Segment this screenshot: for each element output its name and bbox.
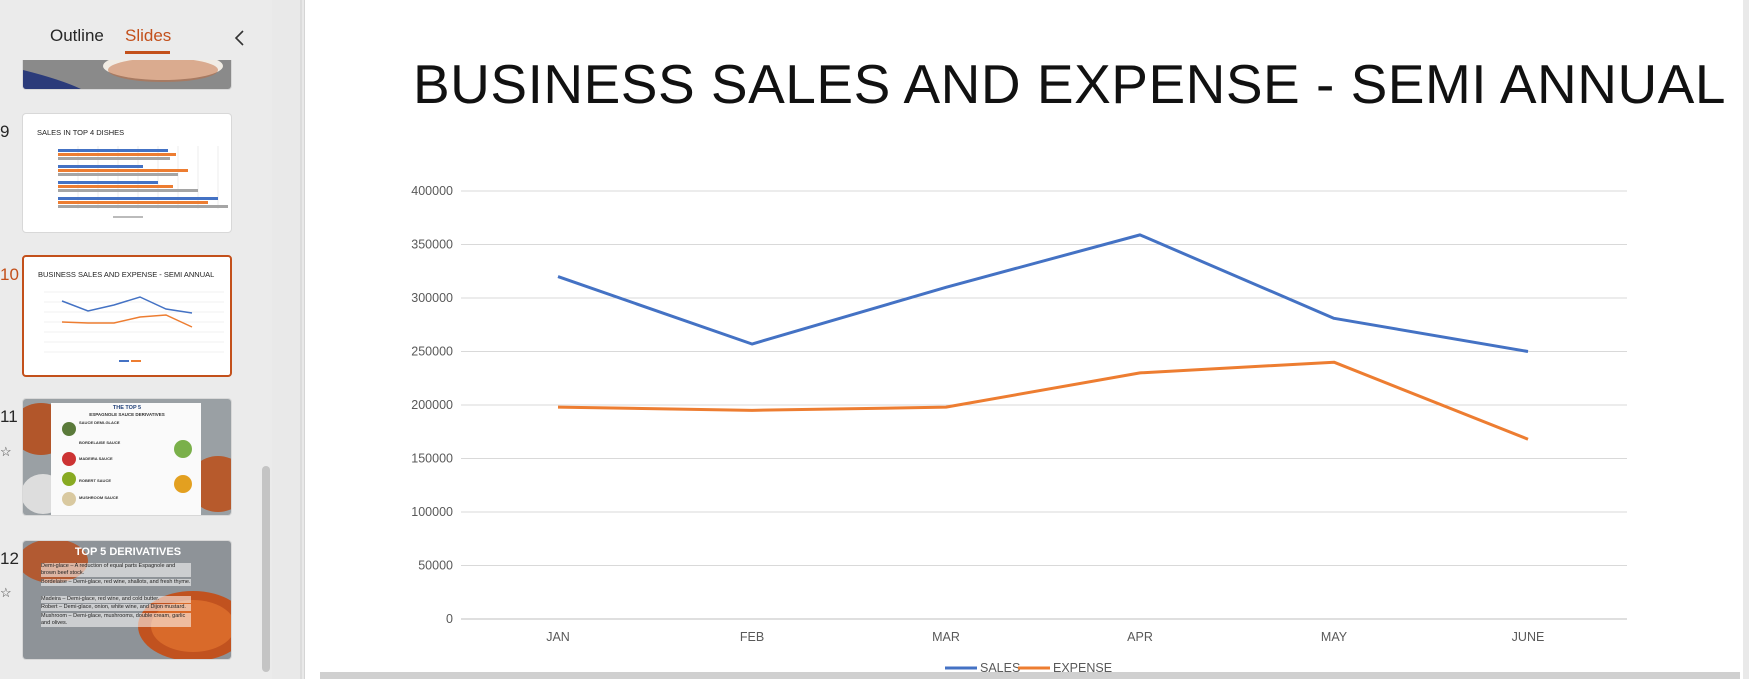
slide-thumbnail-10[interactable]: BUSINESS SALES AND EXPENSE - SEMI ANNUAL [22,255,232,377]
y-tick-label: 100000 [411,505,453,519]
slide-number: 9 [0,122,10,141]
pane-scrollbar[interactable] [262,466,270,672]
thumbnail-line: Bordelaise – Demi-glace, red wine, shall… [41,579,191,586]
thumbnail-item: MUSHROOM SAUCE [79,495,119,500]
x-tick-label: JAN [546,630,570,644]
star-icon: ☆ [0,585,12,600]
x-tick-label: JUNE [1512,630,1545,644]
collapse-pane-button[interactable] [230,26,250,50]
horizontal-scrollbar[interactable] [320,672,1740,679]
slide-thumbnail-11[interactable]: THE TOP 5 ESPAGNOLE SAUCE DERIVATIVES SA… [22,398,232,516]
chevron-left-icon [234,30,244,46]
thumbnail-image [23,60,231,89]
y-tick-label: 350000 [411,238,453,252]
legend-label: EXPENSE [1053,661,1112,675]
y-tick-label: 400000 [411,184,453,198]
slide-thumbnail-9[interactable]: SALES IN TOP 4 DISHES [22,113,232,233]
line-chart[interactable]: 0 50000 100000 150000 200000 250000 300000 3500… [305,150,1743,679]
slide-canvas[interactable]: BUSINESS SALES AND EXPENSE - SEMI ANNUAL… [304,0,1743,679]
thumbnail-item: SAUCE DEMI-GLACE [79,420,120,425]
x-tick-label: MAR [932,630,960,644]
legend-label: SALES [980,661,1020,675]
y-tick-label: 150000 [411,452,453,466]
thumbnail-image [23,399,231,515]
x-tick-label: APR [1127,630,1153,644]
star-icon: ☆ [0,444,12,459]
y-tick-label: 0 [446,612,453,626]
thumbnail-line: Mushroom – Demi-glace, mushrooms, double… [41,613,191,627]
thumbnail-image [23,541,231,659]
thumbnail-item: MADEIRA SAUCE [79,456,113,461]
slide-number: 11 [0,407,18,426]
thumbnail-item: ROBERT SAUCE [79,478,112,483]
x-tick-label: FEB [740,630,764,644]
slide-number-active: 10 [0,265,19,284]
tab-slides[interactable]: Slides [125,26,172,45]
x-tick-label: MAY [1321,630,1348,644]
thumbnail-line: Madeira – Demi-glace, red wine, and cold… [41,596,191,603]
slide-title[interactable]: BUSINESS SALES AND EXPENSE - SEMI ANNUAL [413,53,1726,115]
mini-line-chart [44,291,224,362]
thumbnail-title: SALES IN TOP 4 DISHES [37,128,125,137]
y-tick-label: 250000 [411,345,453,359]
slide-thumbnail-12[interactable]: TOP 5 DERIVATIVES Demi-glace – A reducti… [22,540,232,660]
thumbnail-title: BUSINESS SALES AND EXPENSE - SEMI ANNUAL [38,270,215,279]
mini-bar-chart [58,146,228,218]
thumbnail-line: Demi-glace – A reduction of equal parts … [41,563,191,577]
y-tick-label: 200000 [411,398,453,412]
tab-outline[interactable]: Outline [50,26,104,45]
thumbnail-title: THE TOP 5 [112,405,142,411]
thumbnail-item: BORDELAISE SAUCE [79,440,121,445]
thumbnail-subtitle: ESPAGNOLE SAUCE DERIVATIVES [89,412,165,417]
y-tick-label: 300000 [411,291,453,305]
slide-thumbnail-pane: Outline Slides 9 SALES IN TOP 4 DISHES [0,0,272,679]
pane-divider[interactable] [300,0,302,679]
thumbnail-title: TOP 5 DERIVATIVES [74,546,182,558]
active-tab-indicator [125,51,170,54]
slide-thumbnail-partial[interactable] [22,60,232,90]
thumbnail-line: Robert – Demi-glace, onion, white wine, … [41,604,191,611]
y-tick-label: 50000 [418,559,453,573]
series-line-sales [557,233,1529,353]
slide-number: 12 [0,549,19,568]
series-line-expense [557,360,1529,441]
